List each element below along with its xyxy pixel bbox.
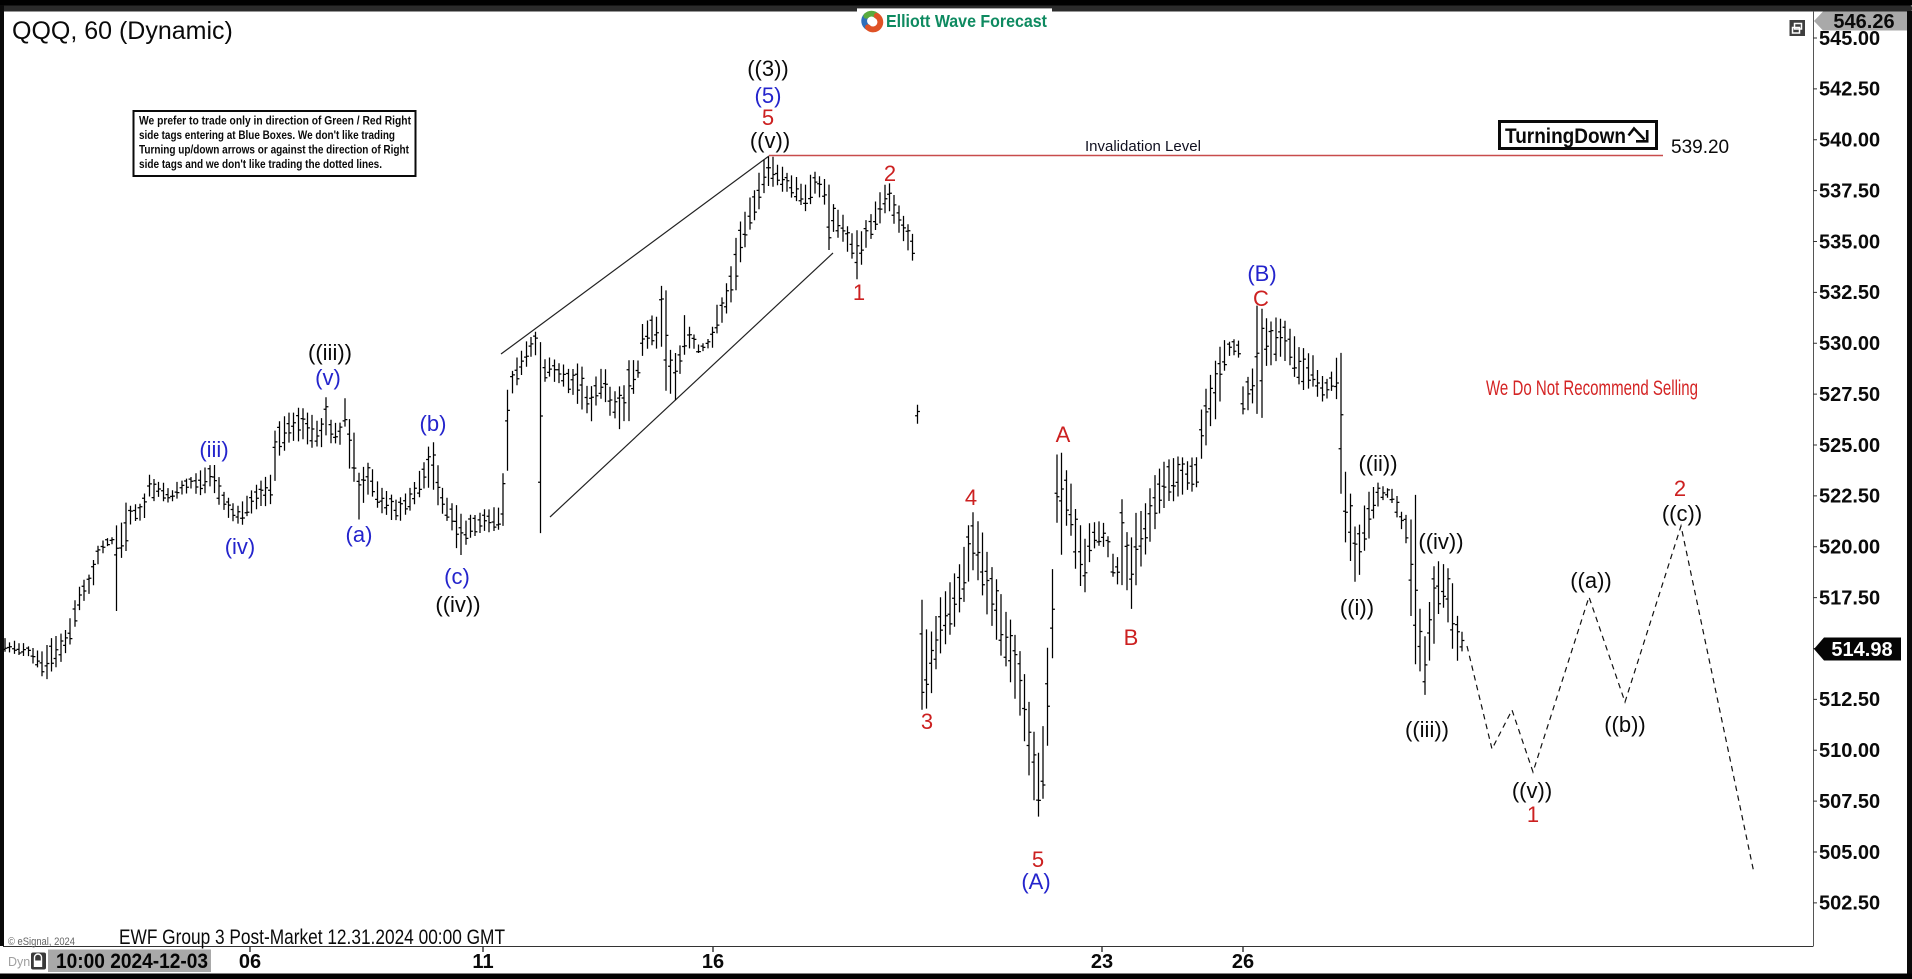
svg-text:Elliott Wave Forecast: Elliott Wave Forecast bbox=[886, 11, 1047, 31]
svg-text:side tags entering at Blue Box: side tags entering at Blue Boxes. We don… bbox=[139, 128, 395, 142]
svg-text:502.50: 502.50 bbox=[1819, 893, 1880, 915]
svg-text:EWF Group 3 Post-Market 12.31.: EWF Group 3 Post-Market 12.31.2024 00:00… bbox=[119, 926, 505, 949]
svg-text:((a)): ((a)) bbox=[1570, 568, 1612, 593]
svg-text:(A): (A) bbox=[1021, 869, 1050, 894]
svg-text:1: 1 bbox=[1527, 802, 1539, 827]
svg-text:10:00 2024-12-03: 10:00 2024-12-03 bbox=[56, 950, 208, 973]
svg-text:522.50: 522.50 bbox=[1819, 486, 1880, 508]
svg-text:532.50: 532.50 bbox=[1819, 282, 1880, 304]
svg-text:540.00: 540.00 bbox=[1819, 130, 1880, 152]
svg-text:520.00: 520.00 bbox=[1819, 537, 1880, 559]
svg-text:5: 5 bbox=[1032, 847, 1044, 872]
svg-text:A: A bbox=[1056, 422, 1071, 447]
svg-text:((v)): ((v)) bbox=[1512, 778, 1552, 803]
svg-text:((iv)): ((iv)) bbox=[1418, 529, 1463, 554]
svg-text:(a): (a) bbox=[346, 522, 373, 547]
svg-text:(b): (b) bbox=[420, 411, 447, 436]
svg-text:((v)): ((v)) bbox=[750, 128, 790, 153]
svg-text:514.98: 514.98 bbox=[1831, 639, 1892, 661]
svg-text:(B): (B) bbox=[1247, 261, 1276, 286]
svg-text:C: C bbox=[1253, 286, 1269, 311]
svg-text:530.00: 530.00 bbox=[1819, 333, 1880, 355]
svg-text:26: 26 bbox=[1232, 951, 1254, 973]
svg-text:((ii)): ((ii)) bbox=[1358, 451, 1397, 476]
svg-text:((i)): ((i)) bbox=[1340, 595, 1374, 620]
svg-text:2: 2 bbox=[1674, 476, 1686, 501]
svg-text:(iv): (iv) bbox=[225, 534, 256, 559]
svg-text:16: 16 bbox=[702, 951, 724, 973]
svg-text:(5): (5) bbox=[755, 83, 782, 108]
svg-text:539.20: 539.20 bbox=[1671, 137, 1729, 158]
svg-text:((iv)): ((iv)) bbox=[435, 592, 480, 617]
svg-text:546.26: 546.26 bbox=[1833, 11, 1894, 33]
svg-text:((3)): ((3)) bbox=[747, 56, 789, 81]
svg-text:3: 3 bbox=[921, 709, 933, 734]
svg-text:TurningDown: TurningDown bbox=[1505, 124, 1626, 148]
svg-text:(c): (c) bbox=[444, 564, 470, 589]
svg-text:B: B bbox=[1124, 625, 1139, 650]
svg-text:4: 4 bbox=[965, 485, 977, 510]
svg-text:542.50: 542.50 bbox=[1819, 79, 1880, 101]
svg-text:(iii): (iii) bbox=[199, 437, 228, 462]
svg-text:507.50: 507.50 bbox=[1819, 791, 1880, 813]
svg-text:We prefer to trade only in dir: We prefer to trade only in direction of … bbox=[139, 114, 411, 128]
svg-text:Turning up/down arrows or agai: Turning up/down arrows or against the di… bbox=[139, 143, 409, 157]
svg-text:505.00: 505.00 bbox=[1819, 842, 1880, 864]
svg-text:23: 23 bbox=[1091, 951, 1113, 973]
svg-text:((c)): ((c)) bbox=[1662, 501, 1702, 526]
svg-text:side tags and we don't like tr: side tags and we don't like trading the … bbox=[139, 157, 382, 171]
svg-text:((iii)): ((iii)) bbox=[308, 340, 352, 365]
svg-text:510.00: 510.00 bbox=[1819, 740, 1880, 762]
svg-text:© eSignal, 2024: © eSignal, 2024 bbox=[8, 936, 75, 948]
svg-text:QQQ, 60 (Dynamic): QQQ, 60 (Dynamic) bbox=[12, 17, 233, 45]
svg-text:We Do Not Recommend Selling: We Do Not Recommend Selling bbox=[1486, 377, 1698, 400]
svg-text:535.00: 535.00 bbox=[1819, 231, 1880, 253]
svg-text:06: 06 bbox=[239, 951, 261, 973]
svg-text:Invalidation Level: Invalidation Level bbox=[1085, 138, 1201, 155]
svg-text:525.00: 525.00 bbox=[1819, 435, 1880, 457]
svg-text:512.50: 512.50 bbox=[1819, 689, 1880, 711]
svg-text:537.50: 537.50 bbox=[1819, 180, 1880, 202]
svg-text:1: 1 bbox=[853, 280, 865, 305]
svg-text:Dyn: Dyn bbox=[8, 955, 30, 969]
svg-text:((b)): ((b)) bbox=[1604, 712, 1646, 737]
svg-text:11: 11 bbox=[472, 951, 493, 973]
svg-text:((iii)): ((iii)) bbox=[1405, 717, 1449, 742]
svg-text:5: 5 bbox=[762, 105, 774, 130]
svg-text:2: 2 bbox=[884, 161, 896, 186]
svg-text:527.50: 527.50 bbox=[1819, 384, 1880, 406]
svg-text:(v): (v) bbox=[315, 365, 341, 390]
svg-text:517.50: 517.50 bbox=[1819, 587, 1880, 609]
svg-text:545.00: 545.00 bbox=[1819, 28, 1880, 50]
